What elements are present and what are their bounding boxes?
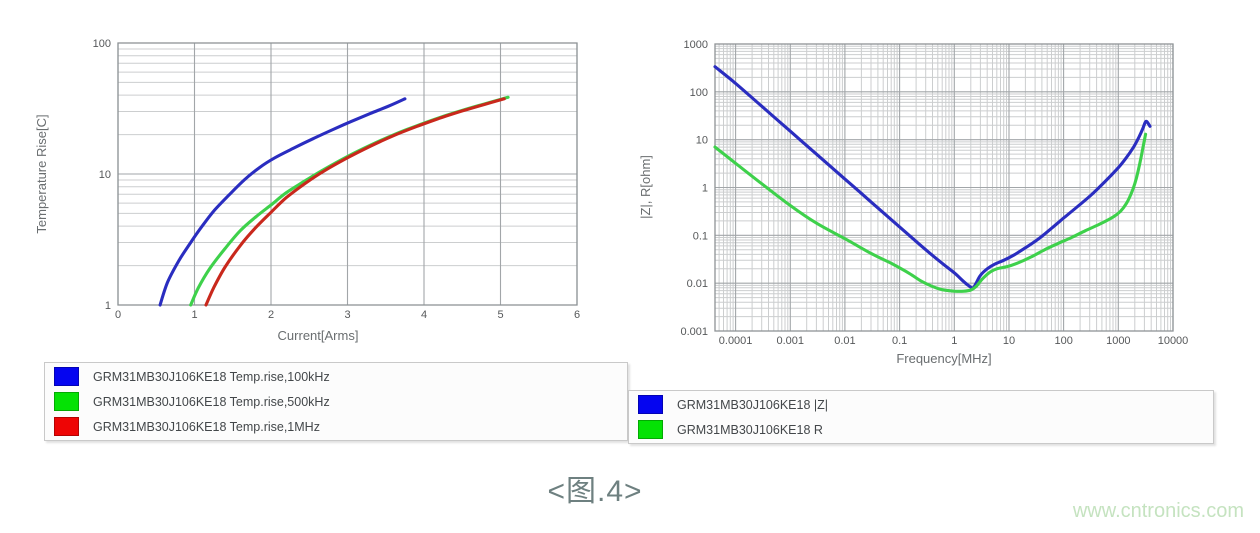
left-legend-item-2: GRM31MB30J106KE18 Temp.rise,1MHz bbox=[45, 414, 627, 439]
x-tick-label: 10 bbox=[1003, 335, 1015, 347]
y-tick-label: 1 bbox=[702, 183, 708, 195]
x-tick-label: 0.0001 bbox=[719, 335, 753, 347]
legend-swatch bbox=[54, 417, 79, 436]
legend-label: GRM31MB30J106KE18 R bbox=[677, 422, 823, 437]
y-tick-label: 1000 bbox=[684, 39, 708, 51]
x-tick-label: 0.1 bbox=[892, 335, 907, 347]
legend-label: GRM31MB30J106KE18 Temp.rise,1MHz bbox=[93, 419, 320, 434]
right-legend-item-0: GRM31MB30J106KE18 |Z| bbox=[629, 392, 1213, 417]
x-tick-label: 5 bbox=[497, 309, 503, 321]
temp-rise-series-1 bbox=[189, 95, 510, 307]
x-axis-title: Frequency[MHz] bbox=[896, 351, 991, 366]
x-tick-label: 1000 bbox=[1106, 335, 1130, 347]
legend-label: GRM31MB30J106KE18 |Z| bbox=[677, 397, 829, 412]
y-tick-label: 100 bbox=[690, 87, 708, 99]
legend-label: GRM31MB30J106KE18 Temp.rise,500kHz bbox=[93, 394, 330, 409]
x-tick-label: 6 bbox=[574, 309, 580, 321]
left-legend-item-1: GRM31MB30J106KE18 Temp.rise,500kHz bbox=[45, 389, 627, 414]
x-tick-label: 2 bbox=[268, 309, 274, 321]
right-chart-legend: GRM31MB30J106KE18 |Z| GRM31MB30J106KE18 R bbox=[628, 390, 1214, 444]
x-axis-title: Current[Arms] bbox=[278, 328, 359, 343]
y-tick-label: 10 bbox=[99, 169, 111, 181]
plot-border bbox=[714, 43, 1174, 332]
y-tick-label: 1 bbox=[105, 300, 111, 312]
y-tick-label: 0.001 bbox=[680, 326, 708, 338]
y-tick-label: 10 bbox=[696, 135, 708, 147]
x-tick-label: 100 bbox=[1054, 335, 1072, 347]
legend-swatch bbox=[54, 367, 79, 386]
left-legend-item-0: GRM31MB30J106KE18 Temp.rise,100kHz bbox=[45, 364, 627, 389]
legend-swatch bbox=[54, 392, 79, 411]
x-tick-label: 0.001 bbox=[777, 335, 805, 347]
y-axis-title: |Z|, R[ohm] bbox=[638, 155, 653, 219]
temp-rise-series-2 bbox=[204, 97, 506, 307]
legend-swatch bbox=[638, 420, 663, 439]
temp-rise-series-0 bbox=[158, 97, 407, 307]
x-tick-label: 0.01 bbox=[834, 335, 855, 347]
y-tick-label: 0.1 bbox=[693, 230, 708, 242]
y-tick-label: 100 bbox=[93, 38, 111, 50]
x-tick-label: 1 bbox=[191, 309, 197, 321]
legend-swatch bbox=[638, 395, 663, 414]
right-legend-item-1: GRM31MB30J106KE18 R bbox=[629, 417, 1213, 442]
impedance-chart: 0.0001 0.001 0.01 0.1 1 10 100 1000 10000 0.001 0.… bbox=[638, 39, 1188, 366]
figure-caption: <图.4> bbox=[547, 475, 643, 508]
legend-label: GRM31MB30J106KE18 Temp.rise,100kHz bbox=[93, 369, 330, 384]
watermark: www.cntronics.com bbox=[1072, 500, 1244, 522]
y-axis-title: Temperature Rise[C] bbox=[34, 114, 49, 233]
x-tick-label: 10000 bbox=[1158, 335, 1189, 347]
plot-border bbox=[117, 42, 578, 306]
left-chart-legend: GRM31MB30J106KE18 Temp.rise,100kHz GRM31M… bbox=[44, 362, 628, 441]
impedance-series-1 bbox=[713, 132, 1148, 293]
y-tick-label: 0.01 bbox=[687, 278, 708, 290]
x-tick-label: 4 bbox=[421, 309, 427, 321]
x-tick-label: 1 bbox=[951, 335, 957, 347]
x-tick-label: 3 bbox=[344, 309, 350, 321]
x-tick-label: 0 bbox=[115, 309, 121, 321]
impedance-series-0 bbox=[713, 65, 1152, 290]
